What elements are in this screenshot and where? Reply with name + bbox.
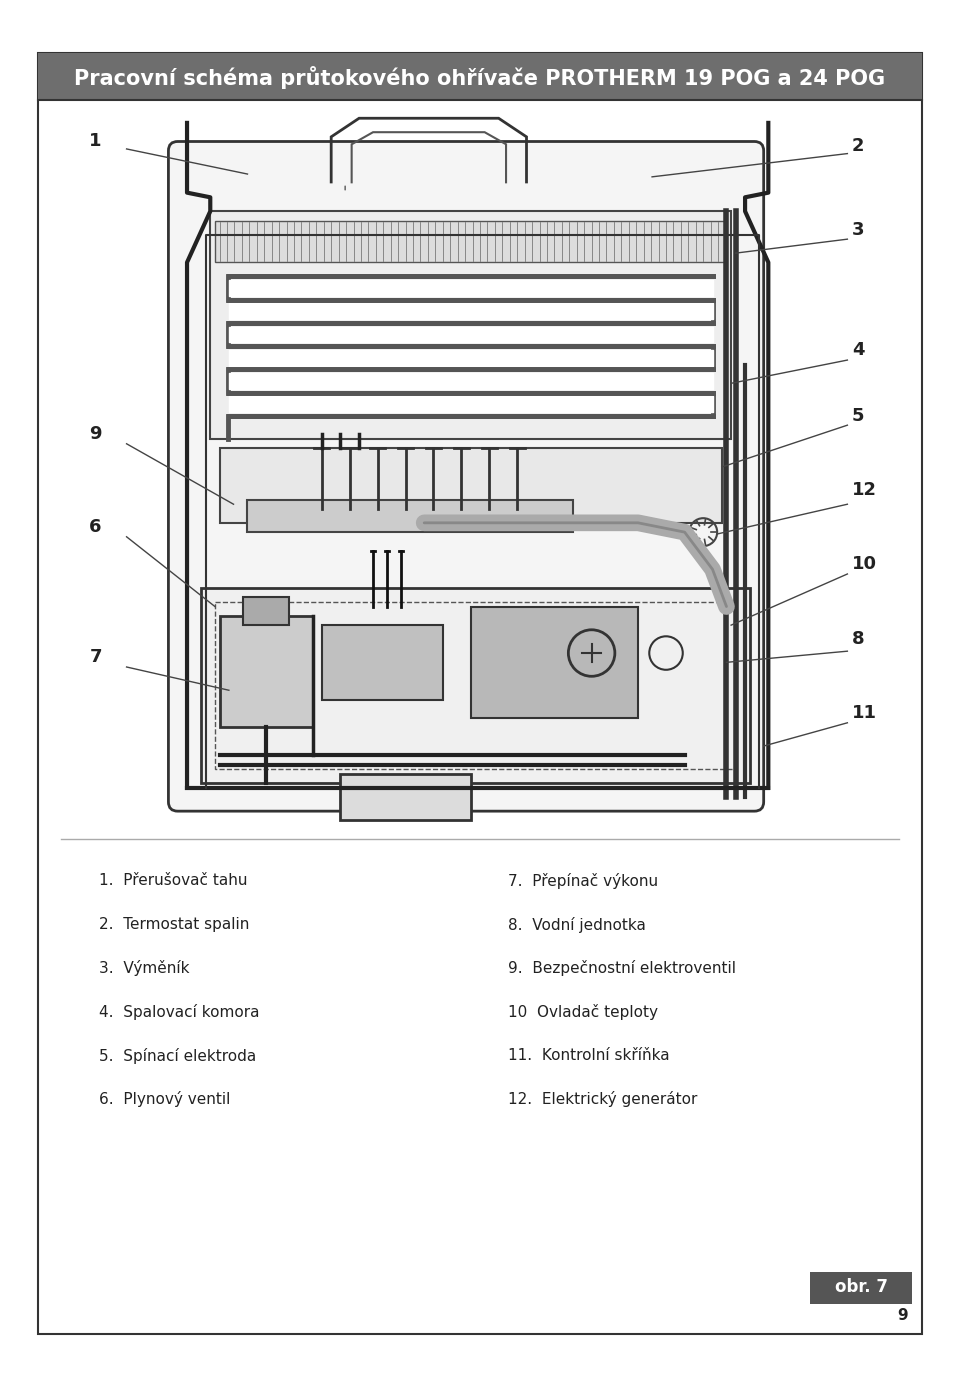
Text: 4.  Spalovací komora: 4. Spalovací komora [99,1004,259,1019]
Bar [322,626,443,699]
Text: 7: 7 [89,648,102,666]
Bar [210,211,732,440]
Text: 6.  Plynový ventil: 6. Plynový ventil [99,1092,230,1107]
Text: 8.  Vodní jednotka: 8. Vodní jednotka [508,917,646,932]
Text: 11.  Kontrolní skříňka: 11. Kontrolní skříňka [508,1049,669,1064]
Bar [810,1272,913,1304]
Text: 4: 4 [852,341,865,359]
Text: 11: 11 [852,705,877,723]
Bar [220,448,722,523]
Text: 9: 9 [89,426,102,442]
Text: 3: 3 [852,221,865,239]
Text: 9: 9 [898,1308,908,1323]
Text: Pracovní schéma průtokového ohřívače PROTHERM 19 POG a 24 POG: Pracovní schéma průtokového ohřívače PRO… [75,65,885,89]
Bar [215,602,735,770]
Text: 7.  Přepínač výkonu: 7. Přepínač výkonu [508,872,658,889]
Text: 5: 5 [852,406,865,424]
Bar [215,221,727,262]
Text: 8: 8 [852,630,865,648]
Text: 10  Ovladač teploty: 10 Ovladač teploty [508,1004,658,1019]
Text: obr. 7: obr. 7 [835,1279,888,1297]
Text: 2.  Termostat spalin: 2. Termostat spalin [99,917,249,932]
Bar [341,774,470,821]
Text: 10: 10 [852,555,877,573]
Bar [220,616,313,727]
Text: 1: 1 [89,132,102,150]
FancyBboxPatch shape [168,141,763,811]
Text: 2: 2 [852,137,865,155]
Text: 9.  Bezpečnostní elektroventil: 9. Bezpečnostní elektroventil [508,960,736,976]
Bar [248,499,573,533]
Text: 5.  Spínací elektroda: 5. Spínací elektroda [99,1047,256,1064]
Text: 12: 12 [852,481,877,499]
Bar [243,598,289,626]
Text: 6: 6 [89,519,102,537]
Bar [38,53,922,100]
Text: 12.  Elektrický generátor: 12. Elektrický generátor [508,1092,697,1107]
Bar [201,588,750,784]
Bar [470,606,638,718]
Text: 1.  Přerušovač tahu: 1. Přerušovač tahu [99,874,247,889]
Text: 3.  Výměník: 3. Výměník [99,960,189,976]
